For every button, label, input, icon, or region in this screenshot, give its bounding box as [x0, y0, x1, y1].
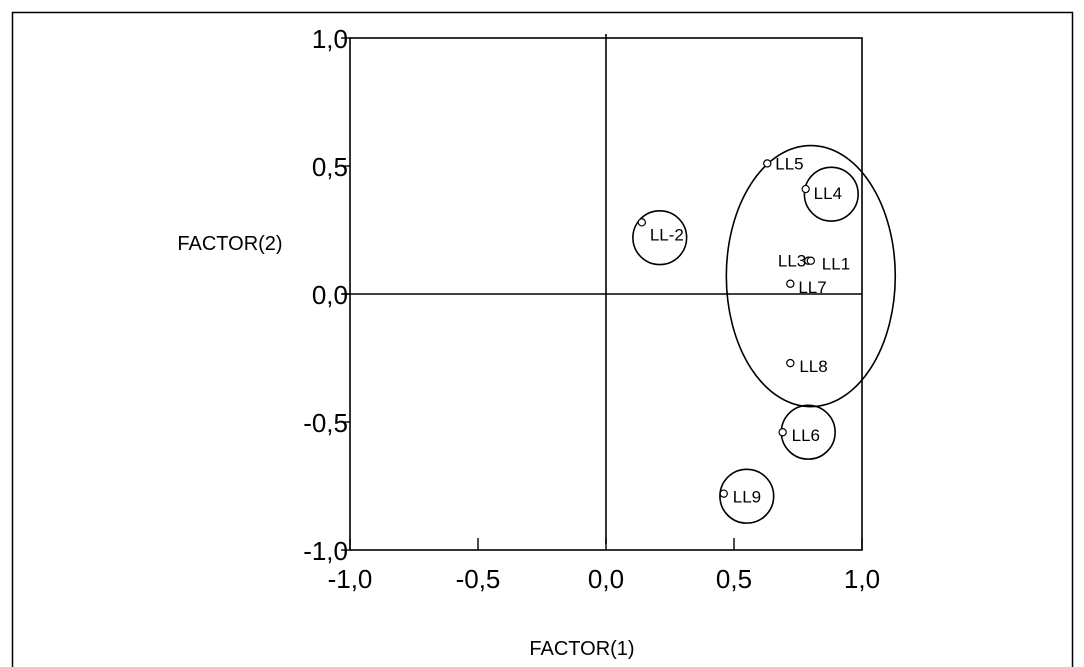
- point-label: LL3: [778, 252, 806, 271]
- x-tick-label: 0,5: [716, 564, 752, 594]
- cluster-circle: [803, 166, 859, 222]
- data-point: [778, 428, 787, 437]
- y-axis-title: FACTOR(2): [177, 233, 282, 255]
- point-label: LL7: [798, 278, 826, 297]
- point-label: LL5: [775, 154, 803, 173]
- plot-area: -1,0 -0,5 0,0 0,5 1,0 -1,0 -0,5 0,0 0,5 1,0 LL5 LL4…: [303, 24, 897, 594]
- data-point: [806, 256, 816, 265]
- point-label: LL8: [799, 357, 827, 376]
- y-tick-label: -1,0: [303, 536, 348, 566]
- cluster-ellipse: [725, 144, 897, 408]
- y-tick-label: 0,5: [312, 152, 348, 182]
- point-label: LL6: [792, 426, 820, 445]
- point-label: LL-2: [650, 225, 684, 244]
- point-label: LL1: [822, 255, 850, 274]
- data-point: [786, 279, 795, 288]
- data-point: [801, 184, 810, 194]
- data-point: [719, 489, 728, 498]
- cluster-circle: [719, 468, 775, 524]
- data-point: [786, 358, 795, 368]
- data-point: [763, 159, 772, 168]
- x-tick-label: -1,0: [328, 564, 373, 594]
- point-label: LL9: [733, 488, 761, 507]
- point-label: LL4: [814, 184, 842, 203]
- data-point: [637, 218, 647, 227]
- x-tick-label: -0,5: [456, 564, 501, 594]
- x-tick-label: 0,0: [588, 564, 624, 594]
- y-tick-label: -0,5: [303, 408, 348, 438]
- figure-border: [11, 11, 1074, 667]
- x-tick-label: 1,0: [844, 564, 880, 594]
- cluster-circle: [632, 209, 688, 266]
- x-axis-title: FACTOR(1): [529, 638, 634, 660]
- y-tick-label: 1,0: [312, 24, 348, 54]
- y-tick-label: 0,0: [312, 280, 348, 310]
